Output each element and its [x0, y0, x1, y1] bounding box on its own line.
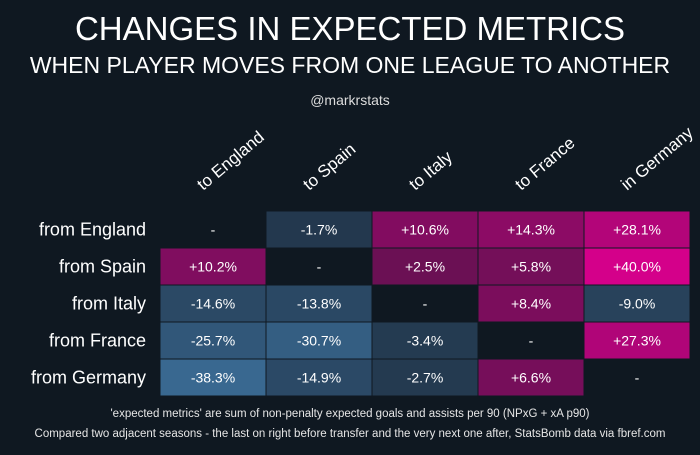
column-label: in Germany [617, 123, 697, 194]
heatmap-cell [371, 247, 479, 286]
cell-label: +2.5% [405, 259, 445, 275]
cell-label: +6.6% [511, 370, 551, 386]
heatmap-cell [371, 321, 479, 360]
heatmap-cell [371, 210, 479, 249]
cell-label: - [529, 333, 534, 349]
chart-title: CHANGES IN EXPECTED METRICS [74, 10, 626, 47]
cell-label: +27.3% [613, 333, 661, 349]
row-label: from Germany [31, 368, 146, 388]
column-label: to Italy [405, 147, 456, 194]
cell-label: +5.8% [511, 259, 551, 275]
cell-label: -14.9% [297, 370, 341, 386]
cell-label: +28.1% [613, 222, 661, 238]
row-label: from Spain [59, 257, 146, 277]
cell-label: -13.8% [297, 296, 341, 312]
cell-label: -3.4% [407, 333, 444, 349]
cell-label: - [211, 222, 216, 238]
heatmap-cell [265, 210, 373, 249]
cell-label: +40.0% [613, 259, 661, 275]
cell-label: - [635, 370, 640, 386]
heatmap-cell [477, 321, 585, 360]
heatmap-cell [159, 358, 267, 397]
cell-label: -38.3% [191, 370, 235, 386]
chart-subtitle: WHEN PLAYER MOVES FROM ONE LEAGUE TO ANO… [29, 52, 671, 78]
heatmap-cell [159, 284, 267, 323]
cell-label: +14.3% [507, 222, 555, 238]
heatmap-cell [583, 247, 691, 286]
column-label: to England [193, 127, 267, 194]
heatmap-cell [265, 358, 373, 397]
heatmap-cell [583, 210, 691, 249]
cell-label: +10.6% [401, 222, 449, 238]
credit: @markrstats [310, 92, 390, 108]
cell-label: +8.4% [511, 296, 551, 312]
cell-label: -9.0% [619, 296, 656, 312]
heatmap-cell [265, 284, 373, 323]
heatmap-cell [371, 358, 479, 397]
cell-label: - [317, 259, 322, 275]
cell-label: -2.7% [407, 370, 444, 386]
row-label: from France [49, 331, 146, 351]
heatmap-cell [265, 321, 373, 360]
footnote-1: 'expected metrics' are sum of non-penalt… [110, 408, 590, 420]
heatmap-cell [477, 210, 585, 249]
cell-label: -25.7% [191, 333, 235, 349]
cell-label: -30.7% [297, 333, 341, 349]
row-label: from Italy [72, 294, 146, 314]
footnote-2: Compared two adjacent seasons - the last… [34, 428, 666, 440]
column-label: to France [511, 133, 578, 194]
column-label: to Spain [299, 139, 359, 194]
cell-label: - [423, 296, 428, 312]
cell-label: -1.7% [301, 222, 338, 238]
cell-label: -14.6% [191, 296, 235, 312]
heatmap-cell [583, 321, 691, 360]
row-label: from England [39, 220, 146, 240]
cell-label: +10.2% [189, 259, 237, 275]
heatmap-cell [583, 358, 691, 397]
heatmap-cell [371, 284, 479, 323]
